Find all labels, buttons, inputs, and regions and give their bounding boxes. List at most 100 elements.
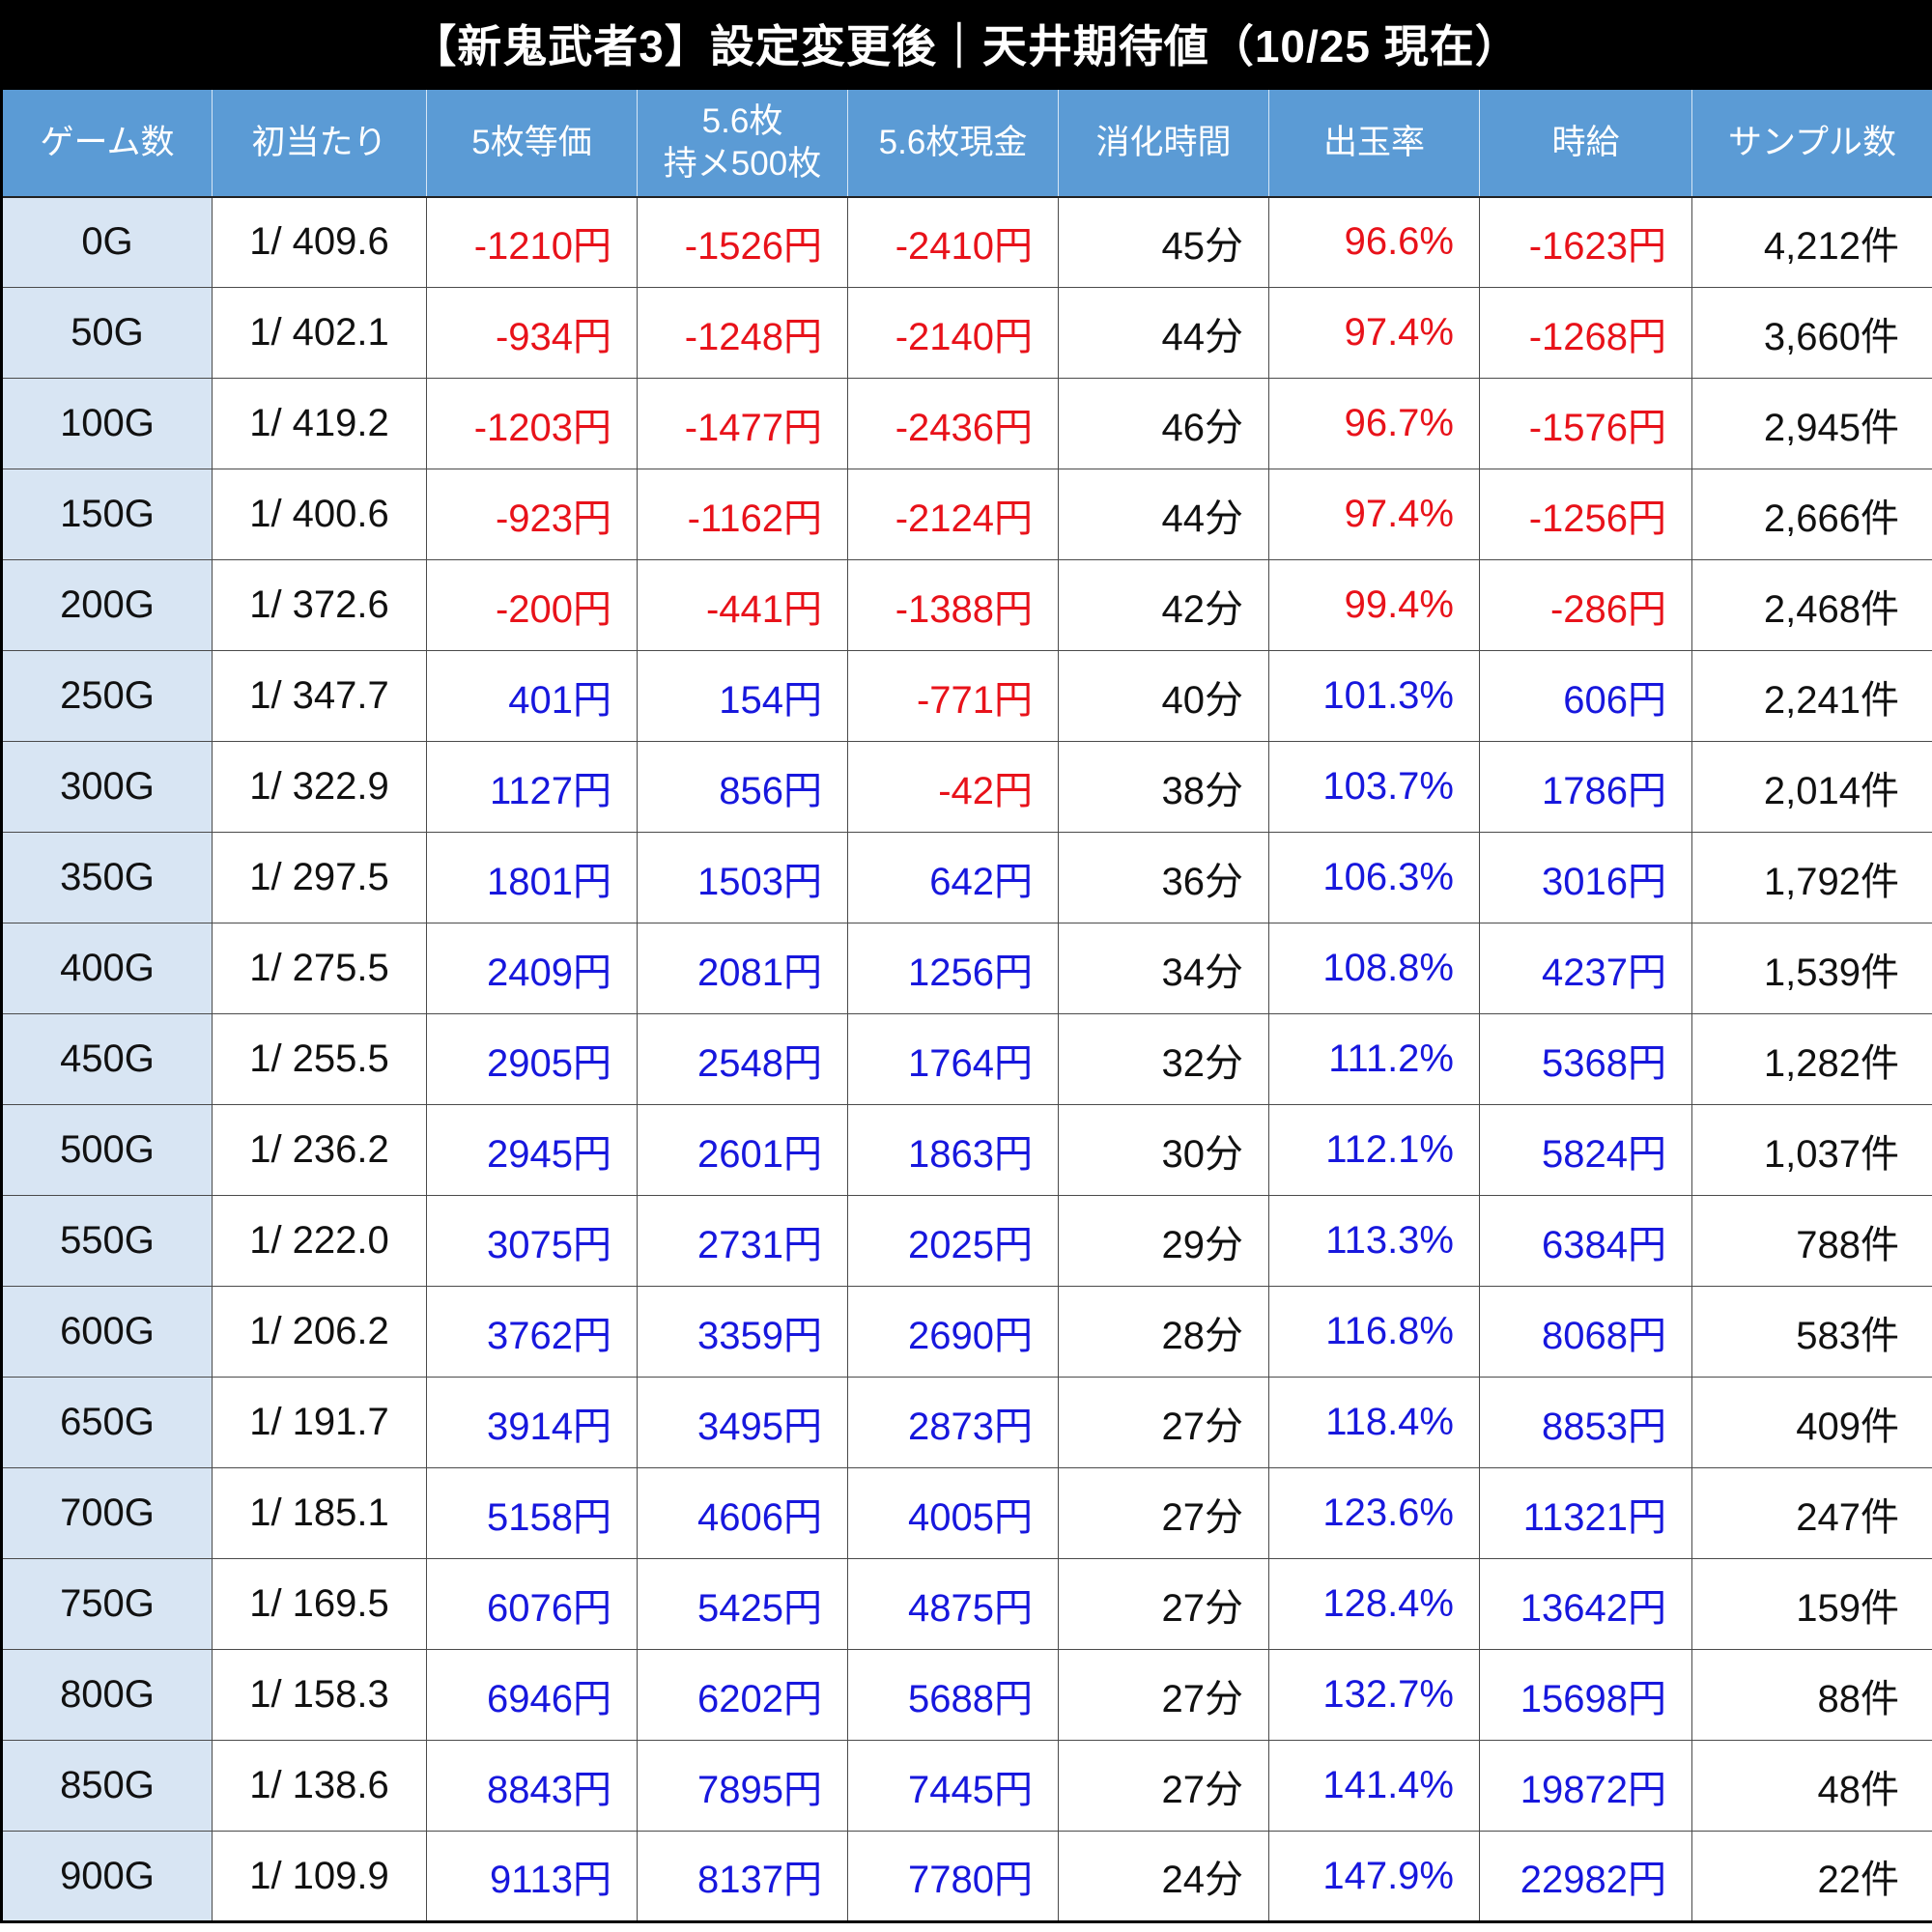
cell-hourly_wage: -1256円 — [1479, 469, 1692, 560]
expected-value-table: ゲーム数 初当たり 5枚等価 5.6枚 持メ500枚 5.6枚現金 消化時間 出玉率 時給 サンプ… — [0, 87, 1932, 1923]
cell-five_equal: 401円 — [426, 650, 638, 742]
cell-payout_rate: 111.2% — [1268, 1013, 1480, 1105]
cell-games: 500G — [1, 1104, 213, 1196]
cell-five6_hold: -1162円 — [637, 469, 848, 560]
table-row: 350G 1/ 297.5 1801円 1503円 642円 36分 106.3% 3016円… — [1, 832, 1932, 923]
cell-samples: 2,014件 — [1691, 741, 1932, 833]
cell-five6_hold: 4606円 — [637, 1467, 848, 1559]
cell-games: 800G — [1, 1649, 213, 1741]
cell-games: 250G — [1, 650, 213, 742]
cell-five_equal: 1801円 — [426, 832, 638, 923]
cell-five_equal: 3914円 — [426, 1377, 638, 1468]
cell-five_equal: 2409円 — [426, 923, 638, 1014]
cell-five6_cash: 2025円 — [847, 1195, 1059, 1287]
table-row: 400G 1/ 275.5 2409円 2081円 1256円 34分 108.8% 4237… — [1, 923, 1932, 1014]
cell-five_equal: -923円 — [426, 469, 638, 560]
cell-time: 24分 — [1058, 1831, 1269, 1922]
table-row: 900G 1/ 109.9 9113円 8137円 7780円 24分 147.9% 2298… — [1, 1831, 1932, 1922]
cell-payout_rate: 141.4% — [1268, 1740, 1480, 1832]
cell-five_equal: 5158円 — [426, 1467, 638, 1559]
cell-hourly_wage: 4237円 — [1479, 923, 1692, 1014]
cell-samples: 4,212件 — [1691, 196, 1932, 288]
cell-samples: 159件 — [1691, 1558, 1932, 1650]
column-header-samples: サンプル数 — [1691, 88, 1932, 198]
cell-hourly_wage: -1268円 — [1479, 287, 1692, 379]
cell-five_equal: -200円 — [426, 559, 638, 651]
cell-payout_rate: 101.3% — [1268, 650, 1480, 742]
cell-games: 150G — [1, 469, 213, 560]
cell-payout_rate: 118.4% — [1268, 1377, 1480, 1468]
cell-five_equal: -1210円 — [426, 196, 638, 288]
cell-five6_hold: 8137円 — [637, 1831, 848, 1922]
cell-games: 450G — [1, 1013, 213, 1105]
cell-five6_cash: 642円 — [847, 832, 1059, 923]
cell-five_equal: 2905円 — [426, 1013, 638, 1105]
cell-payout_rate: 116.8% — [1268, 1286, 1480, 1378]
cell-hourly_wage: -1576円 — [1479, 378, 1692, 469]
cell-games: 100G — [1, 378, 213, 469]
cell-samples: 1,792件 — [1691, 832, 1932, 923]
cell-games: 750G — [1, 1558, 213, 1650]
cell-five6_hold: 5425円 — [637, 1558, 848, 1650]
column-header-payout_rate: 出玉率 — [1268, 88, 1480, 198]
cell-games: 350G — [1, 832, 213, 923]
cell-five6_hold: -1248円 — [637, 287, 848, 379]
cell-games: 550G — [1, 1195, 213, 1287]
cell-five6_cash: 4875円 — [847, 1558, 1059, 1650]
cell-five_equal: 6076円 — [426, 1558, 638, 1650]
cell-five6_hold: -441円 — [637, 559, 848, 651]
cell-first_hit: 1/ 222.0 — [212, 1195, 427, 1287]
cell-payout_rate: 106.3% — [1268, 832, 1480, 923]
cell-first_hit: 1/ 191.7 — [212, 1377, 427, 1468]
cell-samples: 583件 — [1691, 1286, 1932, 1378]
cell-five_equal: 3762円 — [426, 1286, 638, 1378]
cell-five6_hold: 3359円 — [637, 1286, 848, 1378]
cell-first_hit: 1/ 109.9 — [212, 1831, 427, 1922]
cell-hourly_wage: 6384円 — [1479, 1195, 1692, 1287]
cell-samples: 2,468件 — [1691, 559, 1932, 651]
cell-five_equal: -1203円 — [426, 378, 638, 469]
cell-five6_cash: -2124円 — [847, 469, 1059, 560]
cell-hourly_wage: 8068円 — [1479, 1286, 1692, 1378]
cell-samples: 788件 — [1691, 1195, 1932, 1287]
column-header-five6_cash: 5.6枚現金 — [847, 88, 1059, 198]
cell-five6_cash: 7445円 — [847, 1740, 1059, 1832]
cell-hourly_wage: 606円 — [1479, 650, 1692, 742]
column-header-five_equal: 5枚等価 — [426, 88, 638, 198]
table-body: 0G 1/ 409.6 -1210円 -1526円 -2410円 45分 96.6% -162… — [1, 196, 1932, 1922]
cell-five6_cash: 4005円 — [847, 1467, 1059, 1559]
cell-time: 32分 — [1058, 1013, 1269, 1105]
cell-five6_hold: 3495円 — [637, 1377, 848, 1468]
table-row: 0G 1/ 409.6 -1210円 -1526円 -2410円 45分 96.6% -162… — [1, 196, 1932, 288]
cell-five6_hold: 6202円 — [637, 1649, 848, 1741]
cell-hourly_wage: 22982円 — [1479, 1831, 1692, 1922]
cell-hourly_wage: 8853円 — [1479, 1377, 1692, 1468]
table-row: 550G 1/ 222.0 3075円 2731円 2025円 29分 113.3% 6384… — [1, 1195, 1932, 1287]
cell-five6_cash: -42円 — [847, 741, 1059, 833]
cell-time: 44分 — [1058, 287, 1269, 379]
cell-time: 36分 — [1058, 832, 1269, 923]
cell-games: 200G — [1, 559, 213, 651]
cell-time: 40分 — [1058, 650, 1269, 742]
cell-payout_rate: 132.7% — [1268, 1649, 1480, 1741]
column-header-hourly_wage: 時給 — [1479, 88, 1692, 198]
table-row: 800G 1/ 158.3 6946円 6202円 5688円 27分 132.7% 1569… — [1, 1649, 1932, 1741]
column-header-games: ゲーム数 — [1, 88, 213, 198]
cell-time: 44分 — [1058, 469, 1269, 560]
cell-five6_cash: 2873円 — [847, 1377, 1059, 1468]
cell-five6_hold: 154円 — [637, 650, 848, 742]
cell-time: 45分 — [1058, 196, 1269, 288]
cell-five6_cash: 5688円 — [847, 1649, 1059, 1741]
cell-payout_rate: 108.8% — [1268, 923, 1480, 1014]
cell-first_hit: 1/ 409.6 — [212, 196, 427, 288]
table-row: 850G 1/ 138.6 8843円 7895円 7445円 27分 141.4% 1987… — [1, 1740, 1932, 1832]
cell-payout_rate: 147.9% — [1268, 1831, 1480, 1922]
cell-first_hit: 1/ 236.2 — [212, 1104, 427, 1196]
cell-five6_cash: 7780円 — [847, 1831, 1059, 1922]
table-row: 150G 1/ 400.6 -923円 -1162円 -2124円 44分 97.4% -12… — [1, 469, 1932, 560]
cell-five6_hold: 2601円 — [637, 1104, 848, 1196]
cell-payout_rate: 97.4% — [1268, 469, 1480, 560]
cell-hourly_wage: 3016円 — [1479, 832, 1692, 923]
cell-samples: 22件 — [1691, 1831, 1932, 1922]
